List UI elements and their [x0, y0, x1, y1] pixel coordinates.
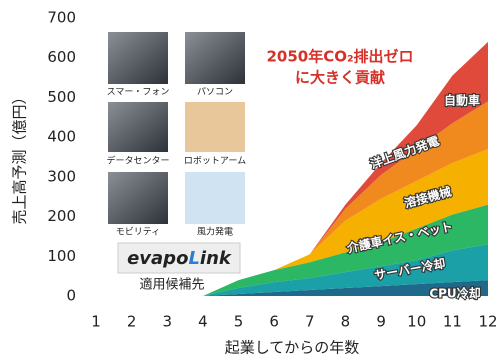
y-tick-label: 0 — [66, 287, 76, 305]
photo — [185, 102, 245, 152]
area — [202, 149, 488, 296]
x-tick-label: 2 — [127, 313, 137, 331]
annotation: に大きく貢献 — [295, 69, 385, 87]
logo: evapoLink — [127, 248, 232, 269]
x-tick-label: 12 — [478, 313, 497, 331]
y-tick-label: 400 — [47, 128, 76, 146]
x-tick-label: 9 — [376, 313, 386, 331]
photo — [185, 172, 245, 224]
area — [202, 204, 488, 296]
app-label: スマー・フォン — [107, 88, 170, 98]
y-axis-title: 売上高予測（億円） — [11, 89, 29, 224]
photo — [108, 102, 168, 152]
x-tick-label: 10 — [407, 313, 426, 331]
y-tick-label: 600 — [47, 48, 76, 66]
area — [202, 101, 488, 297]
x-tick-label: 8 — [341, 313, 351, 331]
series-label: 自動車 — [444, 93, 480, 108]
y-tick-label: 200 — [47, 207, 76, 225]
x-tick-label: 4 — [198, 313, 208, 331]
y-tick-label: 300 — [47, 167, 76, 185]
series-label: CPU冷却 — [429, 286, 480, 301]
y-tick-label: 500 — [47, 88, 76, 106]
x-tick-label: 1 — [91, 313, 101, 331]
area — [202, 244, 488, 296]
annotation: 2050年CO₂排出ゼロ — [266, 48, 413, 66]
photo — [108, 172, 168, 224]
app-label: パソコン — [197, 87, 233, 98]
app-label: ロボットアーム — [184, 156, 246, 167]
applications: スマー・フォン パソコン データセンター ロボットアーム モビリティ 風力発電 … — [106, 32, 246, 293]
photo — [108, 32, 168, 84]
x-tick-label: 3 — [162, 313, 172, 331]
x-tick-label: 5 — [234, 313, 244, 331]
x-axis-title: 起業してからの年数 — [225, 339, 360, 357]
x-tick-label: 11 — [443, 313, 462, 331]
x-tick-label: 7 — [305, 313, 315, 331]
app-label: 風力発電 — [197, 226, 233, 238]
logo-box — [117, 242, 241, 274]
app-label: データセンター — [106, 155, 169, 167]
photo — [185, 32, 245, 84]
x-tick-label: 6 — [269, 313, 279, 331]
y-tick-label: 100 — [47, 247, 76, 265]
caption: 適用候補先 — [139, 277, 204, 293]
y-tick-label: 700 — [47, 9, 76, 27]
app-label: モビリティ — [116, 227, 160, 238]
